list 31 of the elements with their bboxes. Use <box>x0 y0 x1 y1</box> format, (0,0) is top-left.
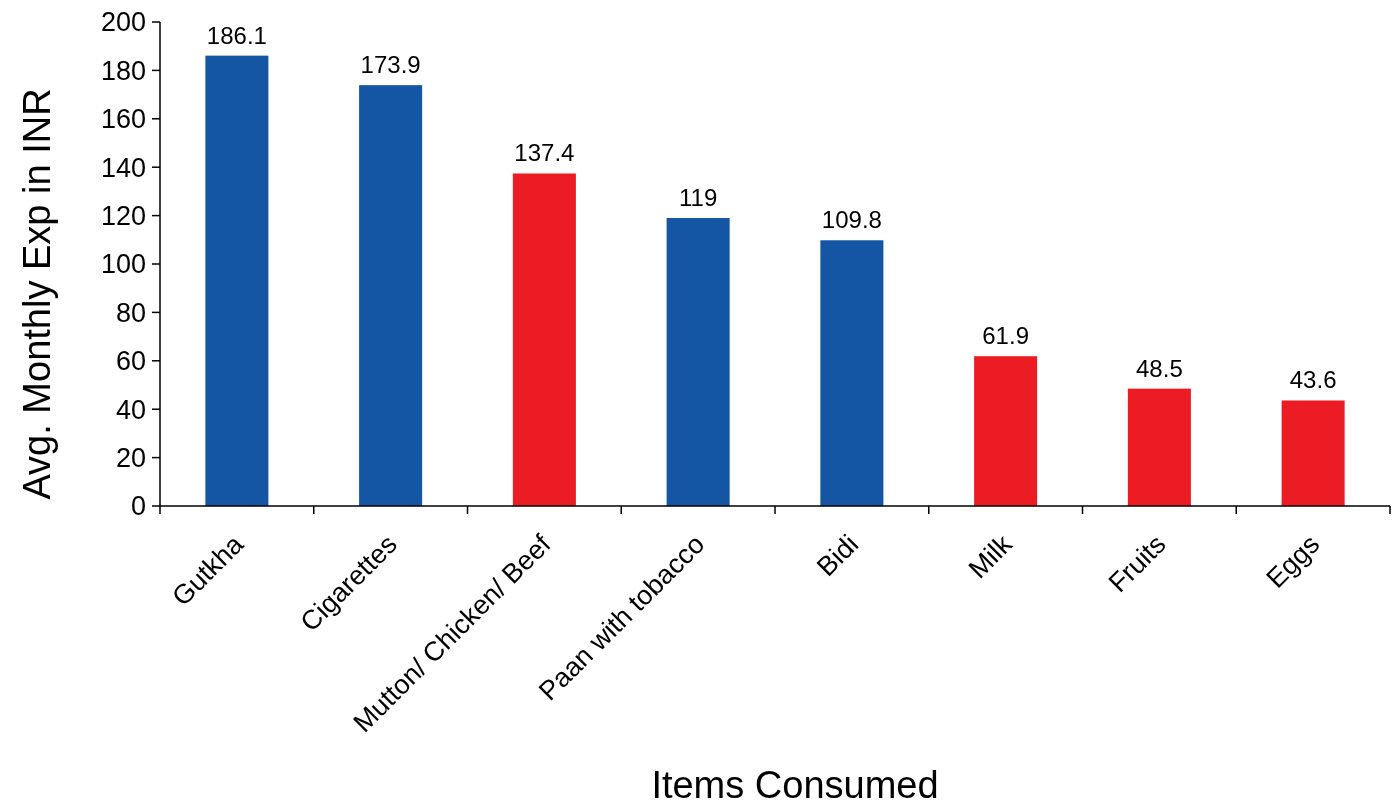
data-label: 43.6 <box>1289 366 1337 394</box>
bar <box>820 240 884 506</box>
y-tick-label: 0 <box>130 491 146 522</box>
data-label: 137.4 <box>514 139 575 167</box>
bar <box>205 55 269 506</box>
bar <box>1281 400 1345 506</box>
y-tick-label: 100 <box>100 249 146 280</box>
x-tick-label: Bidi <box>811 529 865 583</box>
y-tick-label: 40 <box>115 394 146 425</box>
data-label: 109.8 <box>821 206 882 234</box>
bar <box>1127 388 1191 506</box>
x-tick-label: Milk <box>962 528 1019 585</box>
bar <box>512 173 576 506</box>
y-tick-label: 120 <box>100 201 146 232</box>
y-axis-title: Avg. Monthly Exp in INR <box>16 88 58 500</box>
y-tick-label: 200 <box>100 7 146 38</box>
bar <box>359 85 423 506</box>
data-label: 119 <box>678 184 718 212</box>
data-label: 61.9 <box>982 322 1029 350</box>
y-tick-label: 160 <box>100 104 146 135</box>
data-label: 186.1 <box>206 21 267 49</box>
bar <box>666 218 730 506</box>
y-tick-label: 60 <box>115 346 146 377</box>
data-label: 173.9 <box>360 51 421 79</box>
y-tick-label: 20 <box>115 443 146 474</box>
y-tick-label: 140 <box>100 152 146 183</box>
data-label: 48.5 <box>1136 354 1183 382</box>
x-axis-title: Items Consumed <box>651 764 939 806</box>
y-tick-label: 180 <box>100 55 146 86</box>
y-tick-label: 80 <box>115 297 146 328</box>
bar <box>974 356 1038 506</box>
